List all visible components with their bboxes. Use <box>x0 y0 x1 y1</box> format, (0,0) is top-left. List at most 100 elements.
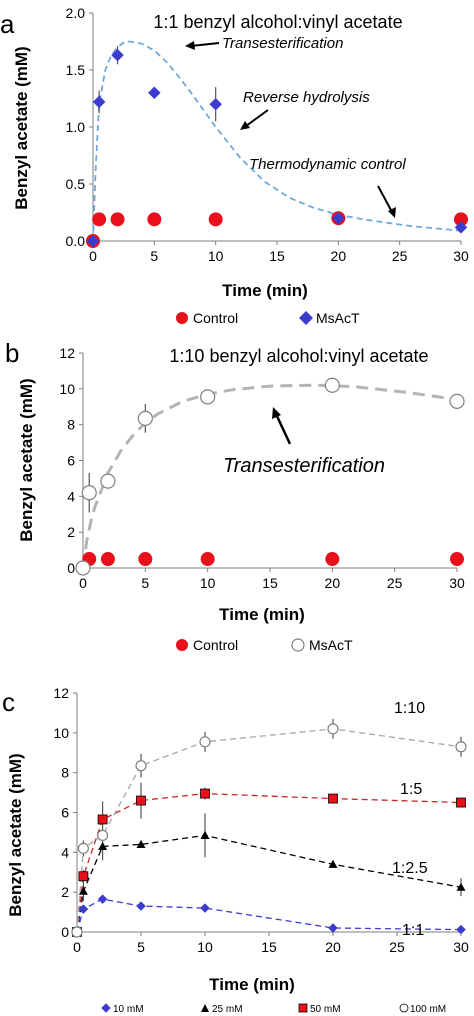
panel-b-y-tick-label: 6 <box>67 453 75 469</box>
panel-b-x-tick-label: 30 <box>449 575 465 591</box>
panel-b-series-msact-point <box>200 389 216 405</box>
panel-a-series-msact-point <box>147 86 161 100</box>
panel-a-fit-curve <box>92 40 462 242</box>
panel-c-y-tick-label: 8 <box>61 765 69 781</box>
panel-c-ratio-label-1-5: 1:5 <box>400 781 422 798</box>
panel-a-series-control-point <box>208 212 223 227</box>
panel-b-y-axis-label: Benzyl acetate (mM) <box>17 378 36 541</box>
panel-a-series-msact-point <box>209 97 223 111</box>
panel-a-annotation-reverse-hydrolysis: Reverse hydrolysis <box>243 89 370 106</box>
panel-c: c Benzyl acetate (mM) Time (min) 0 2 4 6 8 10… <box>2 685 469 1015</box>
panel-b-axes: 0 2 4 6 8 10 12 0 5 10 15 20 25 30 <box>59 345 465 591</box>
panel-b-series-msact-point <box>137 410 153 426</box>
panel-a-series-control-point <box>454 212 468 227</box>
panel-c-series-100-mm-point <box>71 926 83 938</box>
panel-c-series-10-mm-point <box>136 901 146 911</box>
panel-c-x-tick-label: 15 <box>261 939 277 955</box>
panel-a-arrow-thermodynamic-control <box>377 185 396 218</box>
panel-a-series-msact-point <box>92 95 106 109</box>
panel-a-series-msact-point <box>331 211 345 225</box>
panel-c-legend-100mm-label: 100 mM <box>410 1004 446 1015</box>
panel-a-series-msact-point <box>454 220 468 234</box>
panel-c-series-25-mm-point <box>136 839 146 848</box>
panel-c-y-tick-label: 0 <box>61 924 69 940</box>
panel-c-series-50-mm-point <box>200 788 210 799</box>
panel-a-x-tick-label: 0 <box>89 248 97 264</box>
panel-a-arrow-transesterification <box>185 41 220 50</box>
panel-c-legend-25mm-marker <box>201 1004 209 1012</box>
panel-c-x-tick-label: 20 <box>325 939 341 955</box>
panel-b-series-msact-point <box>324 377 340 393</box>
panel-c-series-10-mm-point <box>328 923 338 933</box>
panel-b-legend-msact-marker <box>291 638 305 652</box>
panel-a-series-control-point <box>110 212 125 227</box>
panel-c-axes: 0 2 4 6 8 10 12 0 5 10 15 20 25 30 <box>53 685 469 955</box>
panel-a-series-control-point <box>147 212 162 227</box>
panel-b-fit-curve <box>81 383 458 569</box>
panel-b-y-tick-label: 10 <box>59 381 75 397</box>
panel-a-legend-msact-label: MsAcT <box>316 310 360 326</box>
panel-b-title: 1:10 benzyl alcohol:vinyl acetate <box>169 346 428 366</box>
panel-b-x-tick-label: 10 <box>200 575 216 591</box>
panel-a-plot-area <box>86 40 468 248</box>
panel-a-letter: a <box>0 9 15 39</box>
panel-c-series-25-mm-point <box>328 859 338 868</box>
panel-c-series-50-mm-point <box>328 793 338 804</box>
panel-a-axes: 0.0 0.5 1.0 1.5 2.0 0 5 10 15 20 25 30 <box>66 5 469 264</box>
panel-c-series-10-mm-point <box>78 904 89 914</box>
panel-a-annotation-transesterification: Transesterification <box>222 35 343 52</box>
panel-c-y-tick-label: 2 <box>61 884 69 900</box>
panel-b-x-tick-label: 25 <box>387 575 403 591</box>
panel-c-x-tick-label: 0 <box>73 939 81 955</box>
panel-a-annotation-thermodynamic-control: Thermodynamic control <box>249 156 406 173</box>
panel-c-ratio-label-1-1: 1:1 <box>402 922 424 939</box>
panel-b-y-tick-label: 2 <box>67 524 75 540</box>
panel-a-y-tick-label: 0.5 <box>66 176 86 192</box>
panel-a-x-tick-label: 5 <box>150 248 158 264</box>
panel-b-series-control-point <box>138 552 153 567</box>
panel-c-legend-50mm-marker <box>298 1003 308 1013</box>
panel-c-series-100-mm-point <box>135 760 147 772</box>
panel-a-y-tick-label: 1.5 <box>66 62 86 78</box>
panel-c-x-tick-label: 30 <box>453 939 469 955</box>
panel-b-y-tick-label: 0 <box>67 560 75 576</box>
panel-a-legend-msact-marker <box>299 311 313 325</box>
panel-b-letter: b <box>5 338 19 368</box>
panel-a-x-tick-label: 20 <box>331 248 347 264</box>
panel-c-series-100-mm-line <box>76 728 462 933</box>
panel-b-y-tick-label: 8 <box>67 417 75 433</box>
panel-b-legend-control-marker <box>176 639 188 651</box>
panel-b-y-tick-label: 4 <box>67 488 75 504</box>
panel-a-legend: Control MsAcT <box>176 310 360 326</box>
panel-b-series-msact-point <box>100 473 116 489</box>
panel-c-series-100-mm-point <box>199 736 211 748</box>
panel-a-series-msact-point <box>86 234 100 248</box>
panel-a-x-tick-label: 10 <box>208 248 224 264</box>
panel-a-y-tick-label: 1.0 <box>66 119 86 135</box>
panel-b-series-msact-point <box>449 393 465 409</box>
panel-c-y-tick-label: 10 <box>53 725 69 741</box>
panel-c-series-100-mm-point <box>455 741 467 753</box>
panel-b-annotation-transesterification: Transesterification <box>223 455 385 477</box>
panel-c-series-10-mm-point <box>97 894 108 904</box>
panel-c-series-10-mm-point <box>456 924 466 935</box>
panel-c-legend: 10 mM 25 mM 50 mM 100 mM <box>101 1003 446 1015</box>
panel-b-x-tick-label: 15 <box>262 575 278 591</box>
panel-c-series-25-mm-point <box>78 886 88 895</box>
panel-c-y-tick-label: 12 <box>53 685 69 701</box>
panel-c-legend-100mm-marker <box>399 1003 409 1013</box>
panel-c-series-10-mm-point <box>200 903 210 913</box>
panel-a-legend-control-label: Control <box>193 310 238 326</box>
panel-b: b 1:10 benzyl alcohol:vinyl acetate Benz… <box>5 338 465 653</box>
panel-a-title: 1:1 benzyl alcohol:vinyl acetate <box>153 12 402 32</box>
panel-b-x-axis-label: Time (min) <box>219 605 305 624</box>
panel-b-series-control-point <box>325 552 340 567</box>
panel-c-series-50-mm-point <box>456 797 466 808</box>
panel-a-y-tick-label: 0.0 <box>66 233 86 249</box>
panel-a-legend-control-marker <box>176 312 188 324</box>
panel-c-legend-10mm-label: 10 mM <box>113 1004 144 1015</box>
panel-a-x-axis-label: Time (min) <box>222 281 308 300</box>
panel-c-series-50-mm-point <box>78 871 89 882</box>
panel-a-x-tick-label: 25 <box>392 248 408 264</box>
